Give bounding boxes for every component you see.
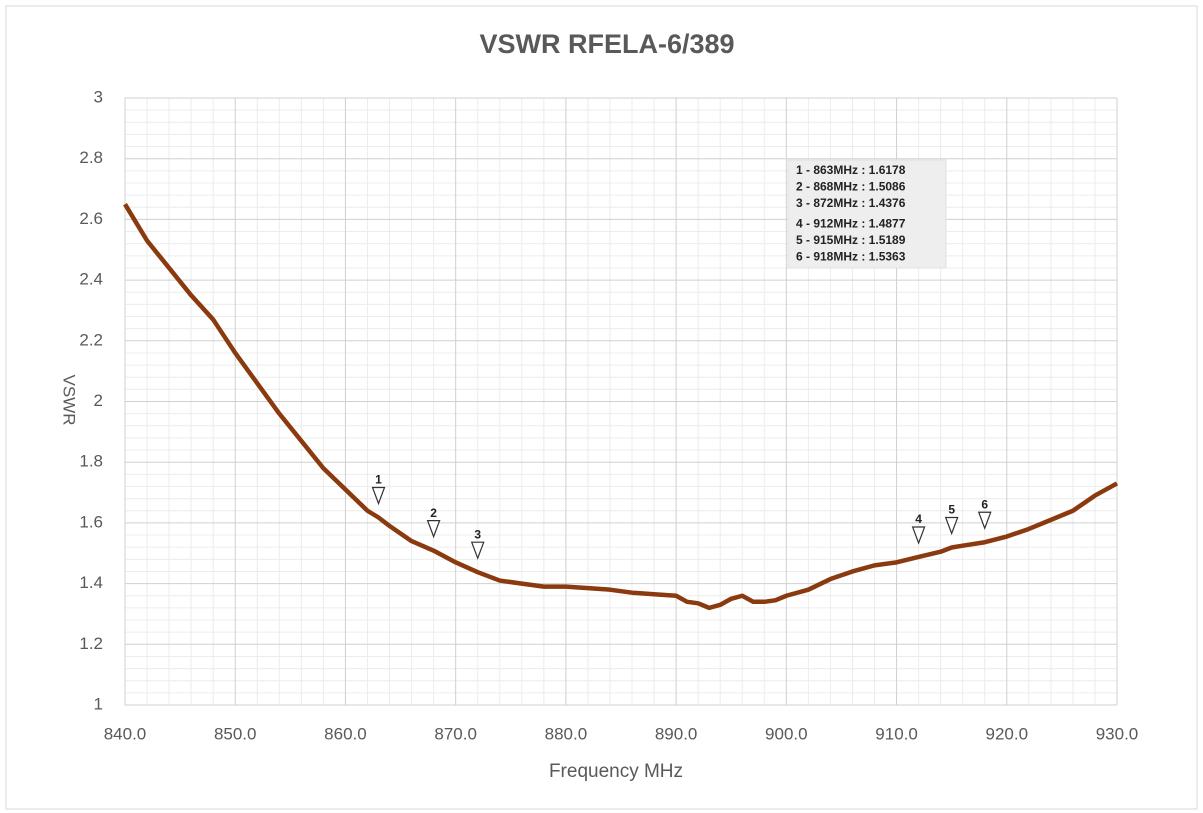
marker-triangle [470,541,485,560]
marker-label: 4 [915,512,922,526]
marker-triangle [371,486,386,506]
y-tick-label: 2.2 [79,330,103,349]
x-tick-label: 880.0 [545,724,588,743]
y-tick-label: 1.8 [79,452,103,471]
chart-frame [5,5,1198,810]
y-tick-label: 1.2 [79,634,103,653]
annotation-text: 3 - 872MHz : 1.4376 [796,196,906,210]
y-tick-label: 1.6 [79,512,103,531]
annotation-box [787,159,947,269]
x-tick-label: 870.0 [434,724,477,743]
marker-label: 6 [981,497,988,511]
x-tick-label: 860.0 [324,724,367,743]
marker-triangle [977,511,992,530]
x-tick-label: 900.0 [765,724,808,743]
annotation-text: 5 - 915MHz : 1.5189 [796,233,906,247]
x-tick-label: 840.0 [104,724,147,743]
y-tick-label: 1 [94,694,103,713]
data-line [123,203,1119,611]
y-axis-label: VSWR [60,375,79,426]
x-tick-label: 850.0 [214,724,257,743]
marker-triangle [911,526,926,545]
marker-triangle [944,516,959,536]
x-axis-label: Frequency MHz [549,761,683,782]
chart-title: VSWR RFELA-6/389 [479,29,734,59]
marker-triangle [426,520,441,539]
y-tick-label: 1.4 [79,573,103,592]
y-tick-label: 2.4 [79,270,103,289]
annotation-text: 4 - 912MHz : 1.4877 [796,217,906,231]
y-tick-label: 2 [94,391,103,410]
y-tick-label: 2.8 [79,148,103,167]
x-tick-label: 930.0 [1096,724,1139,743]
x-tick-label: 890.0 [655,724,698,743]
x-tick-label: 920.0 [986,724,1029,743]
annotation-text: 2 - 868MHz : 1.5086 [796,180,906,194]
y-tick-label: 2.6 [79,209,103,228]
x-tick-label: 910.0 [875,724,918,743]
marker-label: 5 [948,503,955,517]
marker-label: 1 [375,473,382,487]
marker-label: 2 [430,506,437,520]
marker-label: 3 [474,527,481,541]
annotation-text: 6 - 918MHz : 1.5363 [796,250,906,264]
y-tick-label: 3 [94,87,103,106]
annotation-text: 1 - 863MHz : 1.6178 [796,163,906,177]
